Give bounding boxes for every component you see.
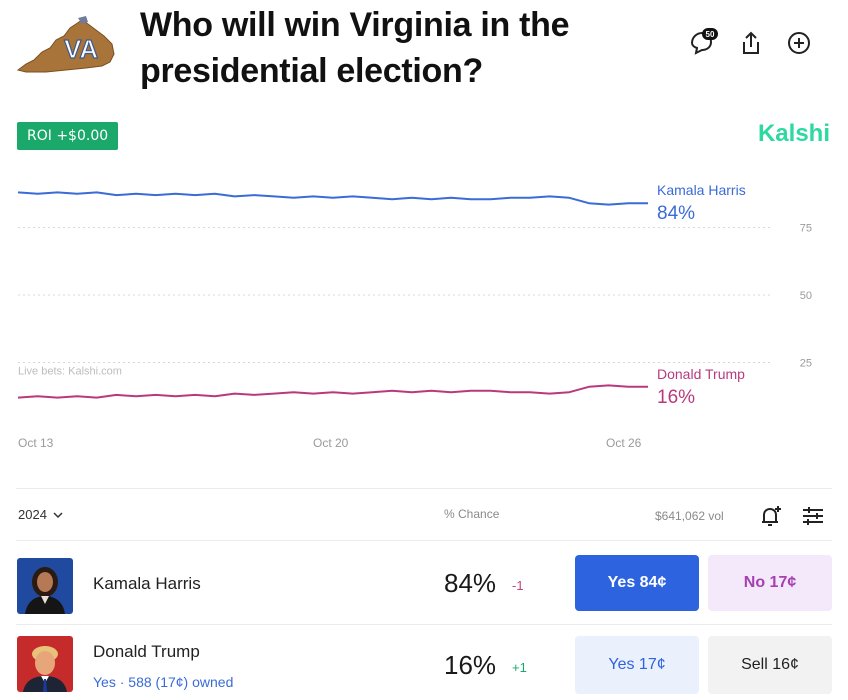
series-value-label: 16% — [657, 387, 695, 408]
x-tick-label: Oct 13 — [18, 436, 54, 450]
buy-no-button[interactable]: No 17¢ — [708, 555, 832, 611]
chance-value: 16% — [444, 650, 497, 680]
y-tick-label: 25 — [800, 358, 812, 370]
outcome-row-harris: Kamala Harris 84% -1 Yes 84¢ No 17¢ — [0, 548, 848, 620]
share-icon[interactable] — [734, 26, 768, 60]
divider — [16, 540, 832, 541]
roi-badge: ROI +$0.00 — [17, 122, 119, 150]
avatar-harris — [17, 558, 73, 614]
svg-text:VA: VA — [64, 34, 98, 64]
chance-delta: +1 — [512, 660, 527, 675]
divider — [16, 488, 832, 489]
y-tick-label: 75 — [800, 223, 812, 235]
virginia-state-icon: VA — [16, 14, 116, 76]
settings-sliders-icon[interactable] — [800, 503, 826, 529]
year-label: 2024 — [18, 507, 47, 522]
series-name-label: Kamala Harris — [657, 182, 746, 198]
candidate-name: Donald Trump — [93, 642, 200, 661]
series-line-trump — [17, 384, 648, 399]
chance-delta: -1 — [512, 578, 524, 593]
add-circle-icon[interactable] — [782, 26, 816, 60]
series-line-harris — [17, 191, 648, 206]
chevron-down-icon — [53, 511, 63, 518]
x-tick-label: Oct 26 — [606, 436, 642, 450]
market-header: VA Who will win Virginia in the presiden… — [0, 0, 848, 110]
page-title: Who will win Virginia in the presidentia… — [140, 6, 570, 90]
divider — [16, 624, 832, 625]
candidate-name: Kamala Harris — [93, 574, 201, 593]
outcome-row-trump: Donald Trump Yes · 588 (17¢) owned 16% +… — [0, 628, 848, 700]
chance-value: 84% — [444, 568, 497, 598]
bell-plus-icon[interactable] — [758, 503, 784, 529]
buy-yes-button[interactable]: Yes 17¢ — [575, 636, 699, 694]
series-value-label: 84% — [657, 203, 695, 224]
series-name-label: Donald Trump — [657, 366, 745, 382]
kalshi-logo: Kalshi — [757, 120, 830, 147]
chance-column-header: % Chance — [444, 507, 500, 521]
chart-canvas: 75 50 25 Live bets: Kalshi.com Kamala Harris… — [17, 182, 812, 450]
price-history-chart: 75 50 25 Live bets: Kalshi.com Kamala Harris… — [0, 160, 848, 460]
avatar-trump — [17, 636, 73, 692]
outcomes-header: 2024 % Chance $641,062 vol — [0, 495, 848, 535]
position-owned-link[interactable]: Yes · 588 (17¢) owned — [93, 674, 234, 690]
volume-label: $641,062 vol — [655, 509, 724, 523]
svg-text:50: 50 — [706, 30, 715, 39]
x-tick-label: Oct 20 — [313, 436, 349, 450]
comment-icon[interactable]: 50 — [686, 26, 720, 60]
chart-watermark: Live bets: Kalshi.com — [18, 366, 122, 378]
sell-button[interactable]: Sell 16¢ — [708, 636, 832, 694]
year-dropdown[interactable]: 2024 — [18, 507, 63, 522]
y-tick-label: 50 — [800, 290, 812, 302]
buy-yes-button[interactable]: Yes 84¢ — [575, 555, 699, 611]
